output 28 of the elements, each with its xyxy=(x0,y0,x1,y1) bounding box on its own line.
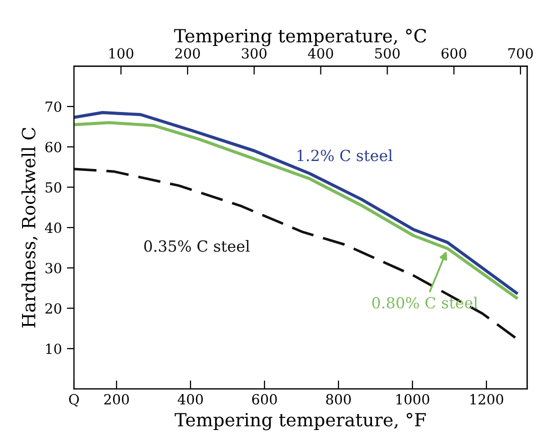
y-axis-title: Hardness, Rockwell C xyxy=(21,128,38,328)
x2-tick-label: 200 xyxy=(175,48,200,59)
x-tick-label: 1200 xyxy=(470,394,504,405)
x2-axis-title: Tempering temperature, °C xyxy=(174,28,426,46)
x-tick-label: 400 xyxy=(178,394,203,405)
x2-tick-label: 700 xyxy=(508,48,533,59)
x-axis-title: Tempering temperature, °F xyxy=(174,412,426,430)
x-tick-label: 200 xyxy=(104,394,129,405)
x-tick-label: Q xyxy=(69,394,79,407)
series-label: 1.2% C steel xyxy=(298,149,392,162)
y-tick-label: 50 xyxy=(46,182,62,193)
x2-tick-label: 500 xyxy=(375,48,400,59)
line-series xyxy=(74,168,518,340)
y-tick-label: 70 xyxy=(46,101,62,112)
x2-tick-label: 600 xyxy=(442,48,466,59)
x2-tick-label: 300 xyxy=(242,48,266,59)
x2-tick-label: 100 xyxy=(109,48,134,59)
y-tick-label: 30 xyxy=(46,262,62,274)
series-label: 0.35% C steel xyxy=(144,240,250,252)
y-tick-label: 10 xyxy=(46,344,62,354)
y-tick-label: 20 xyxy=(45,303,62,314)
x-tick-label: 800 xyxy=(326,394,351,405)
x2-tick-label: 400 xyxy=(308,48,334,59)
y-tick-label: 40 xyxy=(44,222,62,234)
x-tick-label: 600 xyxy=(252,394,277,405)
y-tick-label: 60 xyxy=(45,142,62,152)
x-tick-label: 1000 xyxy=(396,394,430,405)
series-label: 0.80% C steel xyxy=(372,296,478,309)
